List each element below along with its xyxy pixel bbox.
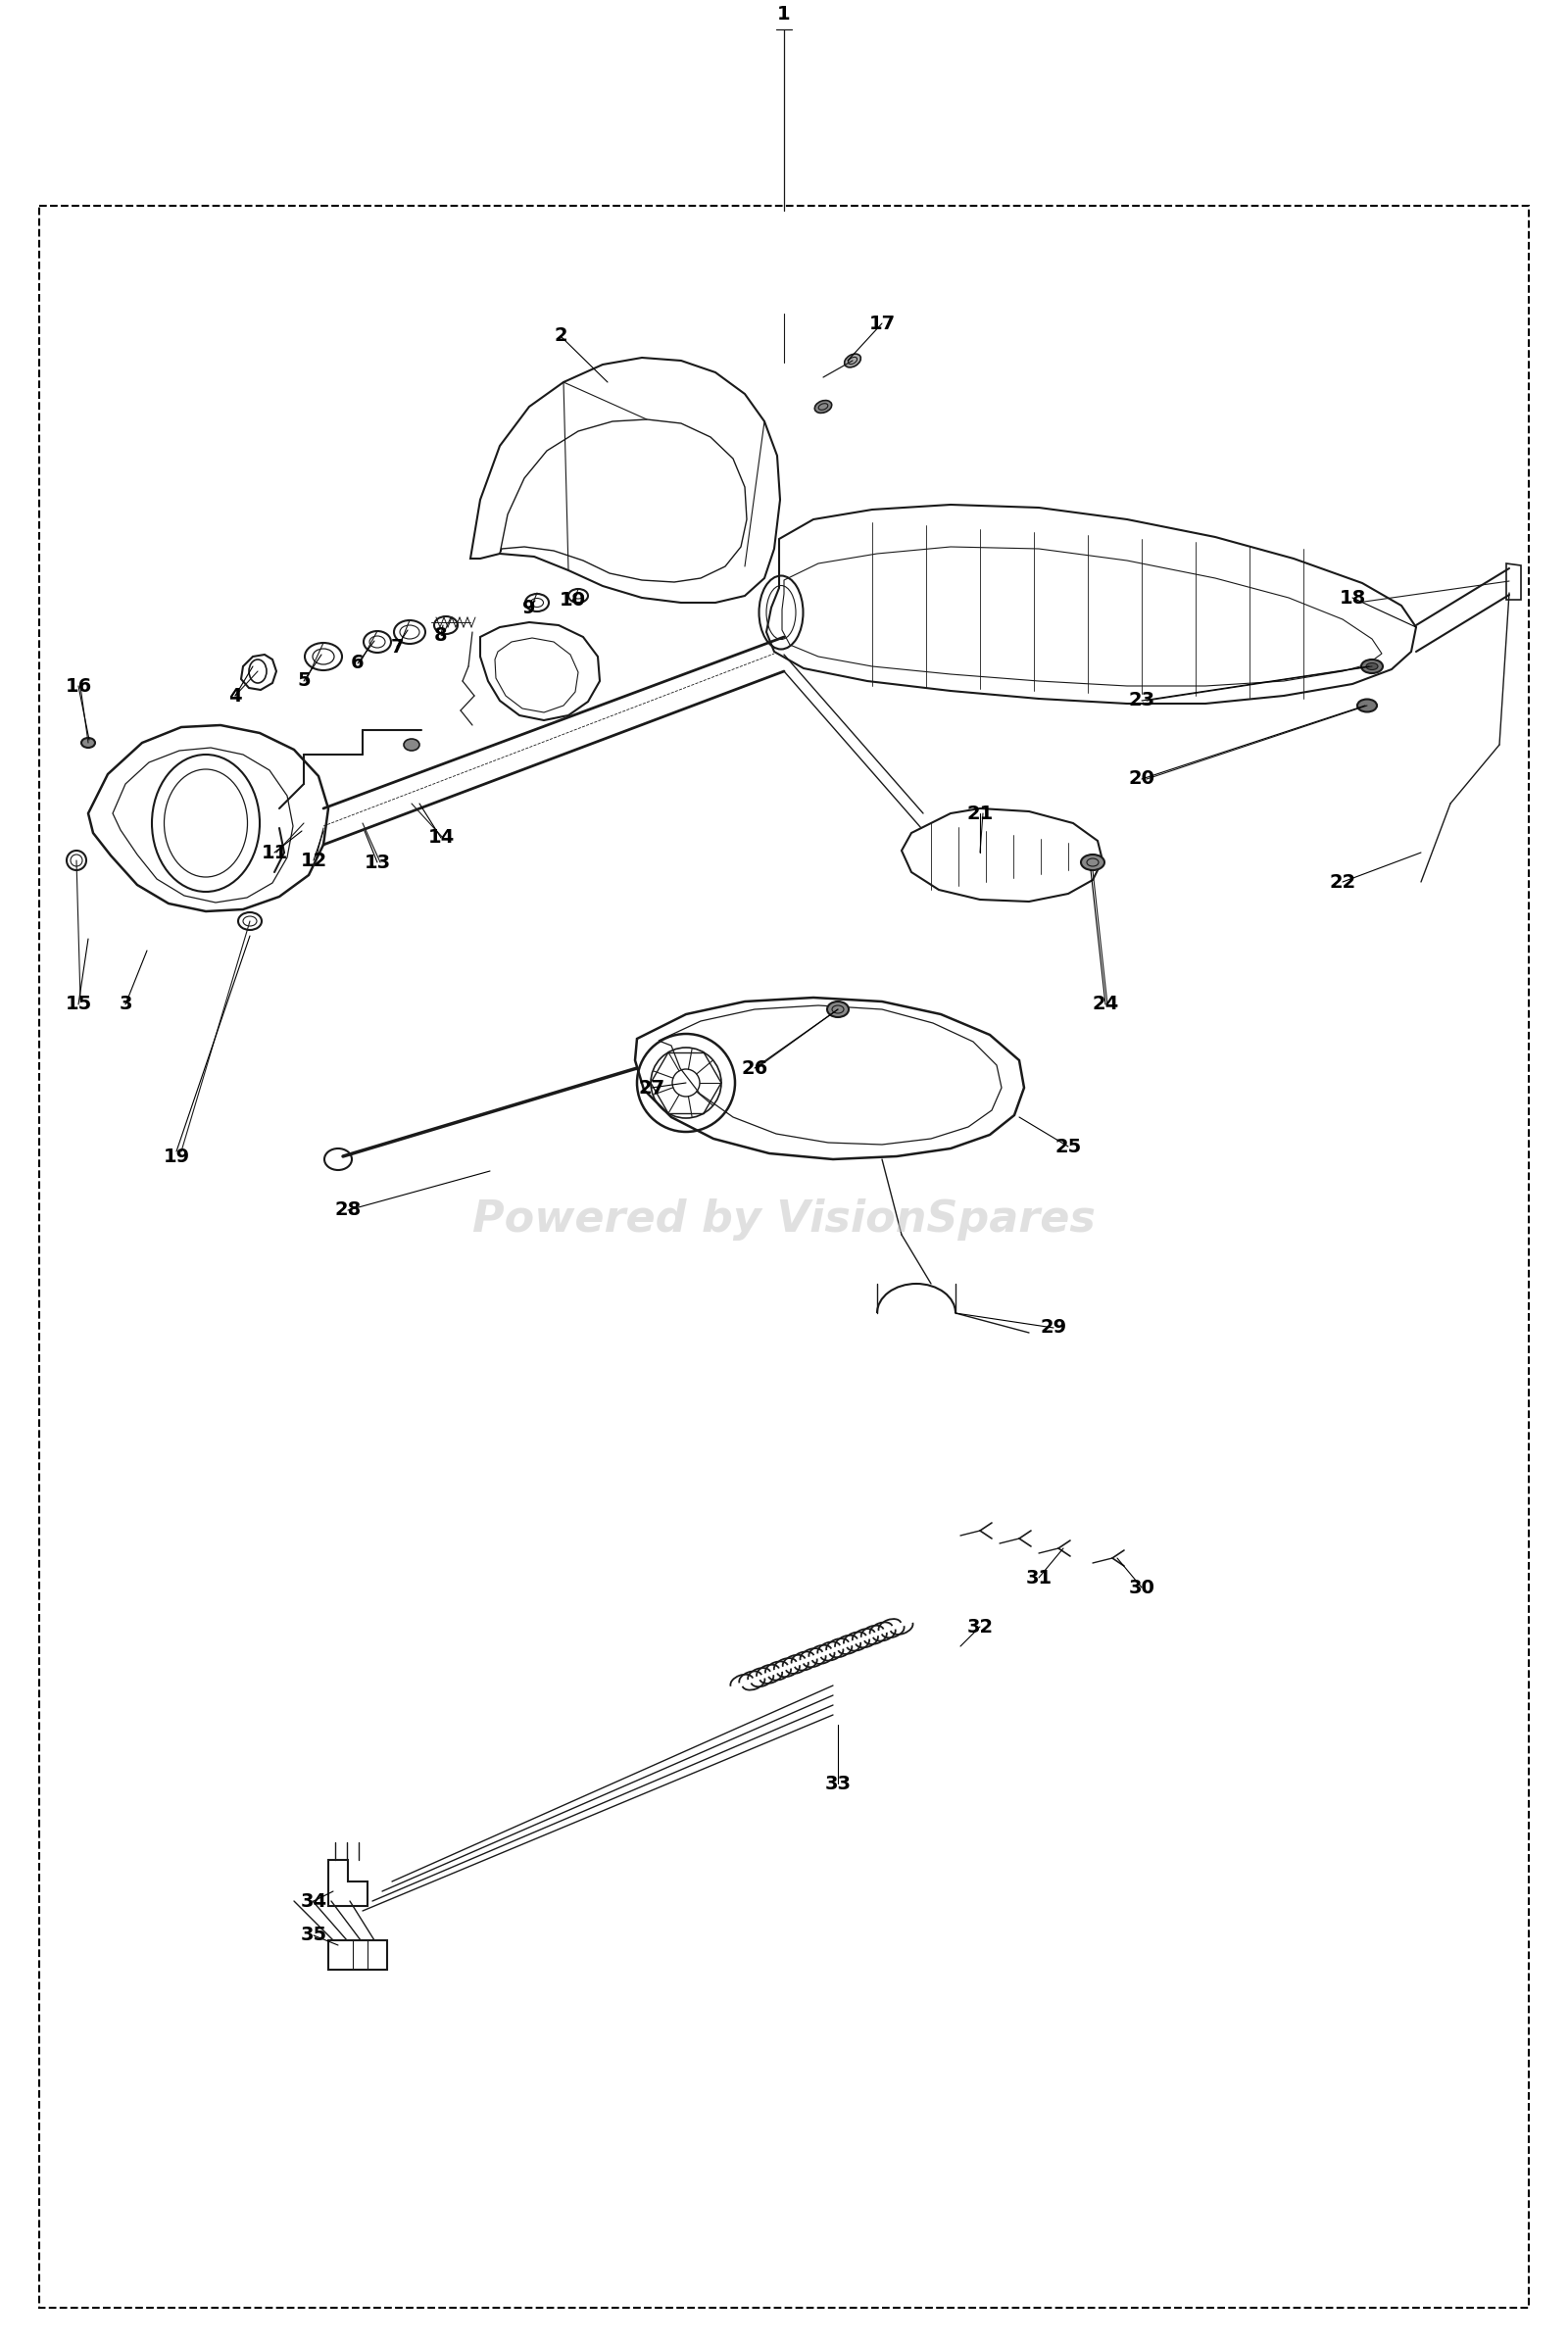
- Text: 25: 25: [1055, 1137, 1082, 1156]
- Text: 16: 16: [64, 678, 93, 694]
- Text: 24: 24: [1091, 994, 1120, 1013]
- Text: 32: 32: [967, 1618, 993, 1637]
- Ellipse shape: [405, 739, 420, 750]
- Text: Powered by VisionSpares: Powered by VisionSpares: [472, 1198, 1096, 1241]
- Text: 27: 27: [638, 1079, 665, 1097]
- Text: 15: 15: [64, 994, 93, 1013]
- Text: 9: 9: [522, 598, 536, 617]
- Ellipse shape: [828, 1001, 848, 1018]
- Ellipse shape: [1366, 664, 1378, 671]
- Ellipse shape: [815, 401, 831, 413]
- Text: 20: 20: [1129, 769, 1156, 788]
- Ellipse shape: [845, 354, 861, 368]
- Text: 34: 34: [301, 1892, 326, 1911]
- Text: 7: 7: [390, 638, 403, 657]
- Text: 11: 11: [260, 844, 289, 863]
- Text: 28: 28: [334, 1201, 361, 1219]
- Text: 2: 2: [554, 326, 568, 345]
- Text: 26: 26: [742, 1060, 768, 1076]
- Text: 19: 19: [163, 1147, 190, 1165]
- Ellipse shape: [1080, 854, 1104, 870]
- Bar: [39, 206, 1529, 2307]
- Text: 21: 21: [966, 804, 994, 823]
- Ellipse shape: [1358, 699, 1377, 713]
- Text: 23: 23: [1129, 692, 1156, 711]
- Text: 10: 10: [560, 591, 585, 610]
- Text: 5: 5: [296, 671, 310, 689]
- Text: 1: 1: [778, 5, 790, 23]
- Text: 22: 22: [1330, 872, 1356, 891]
- Text: 35: 35: [301, 1925, 326, 1944]
- Text: 17: 17: [869, 314, 895, 333]
- Text: 31: 31: [1025, 1569, 1052, 1588]
- Text: 4: 4: [229, 687, 241, 706]
- Text: 6: 6: [351, 654, 364, 673]
- Text: 33: 33: [825, 1775, 851, 1794]
- Text: 12: 12: [299, 851, 328, 870]
- Ellipse shape: [82, 739, 96, 748]
- Text: 30: 30: [1129, 1578, 1156, 1597]
- Ellipse shape: [1361, 659, 1383, 673]
- Text: 3: 3: [119, 994, 132, 1013]
- Text: 29: 29: [1040, 1318, 1066, 1337]
- Text: 13: 13: [364, 854, 390, 872]
- Text: 8: 8: [434, 626, 448, 645]
- Text: 18: 18: [1339, 589, 1366, 607]
- Text: 14: 14: [428, 828, 455, 847]
